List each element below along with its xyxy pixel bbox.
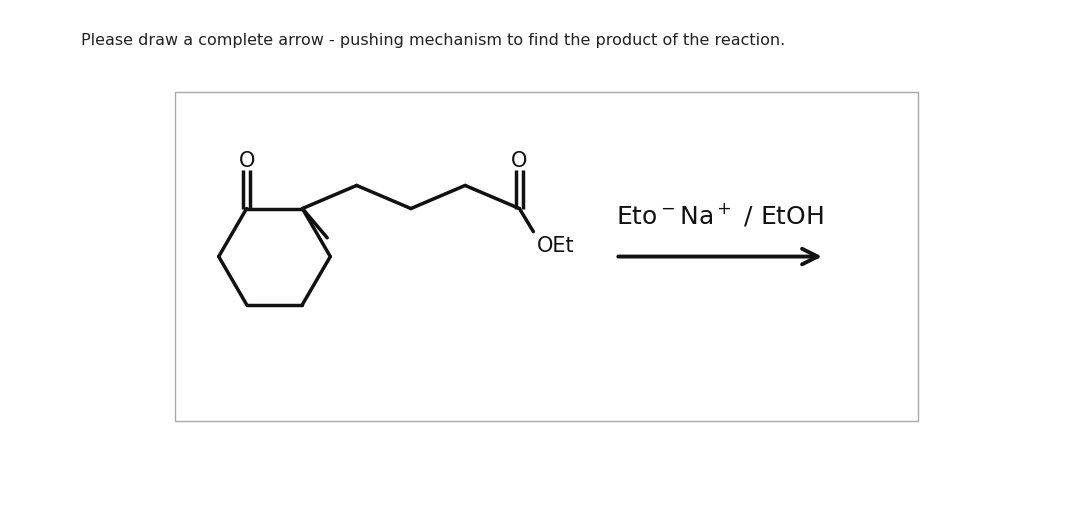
Bar (175, 93, 918, 421)
Text: Please draw a complete arrow - pushing mechanism to find the product of the reac: Please draw a complete arrow - pushing m… (81, 33, 785, 48)
Text: O: O (511, 151, 528, 171)
Text: O: O (239, 151, 255, 171)
Text: Eto$^-$Na$^+$ / EtOH: Eto$^-$Na$^+$ / EtOH (617, 201, 824, 228)
Text: OEt: OEt (537, 236, 575, 256)
